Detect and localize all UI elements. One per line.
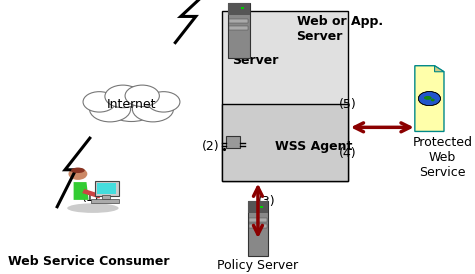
Ellipse shape — [89, 96, 131, 122]
Bar — [260, 206, 263, 208]
Text: WSS Agent: WSS Agent — [275, 140, 352, 153]
Text: (4): (4) — [339, 147, 357, 160]
Bar — [91, 199, 119, 203]
Text: Server: Server — [233, 54, 279, 67]
Text: (1): (1) — [82, 191, 100, 204]
Bar — [249, 218, 266, 221]
Bar — [221, 104, 348, 181]
Polygon shape — [415, 66, 444, 132]
Bar — [228, 3, 250, 15]
Bar — [102, 195, 110, 199]
Ellipse shape — [104, 87, 159, 121]
Ellipse shape — [133, 96, 173, 122]
Ellipse shape — [424, 96, 432, 100]
Text: Internet: Internet — [107, 98, 156, 110]
Ellipse shape — [83, 92, 115, 112]
Ellipse shape — [431, 99, 435, 101]
Circle shape — [68, 168, 87, 180]
Circle shape — [418, 92, 440, 106]
Text: (3): (3) — [258, 195, 276, 208]
Text: Policy Server: Policy Server — [218, 259, 298, 272]
Text: (2): (2) — [202, 140, 219, 153]
Ellipse shape — [105, 85, 141, 108]
Bar — [247, 201, 268, 213]
Ellipse shape — [147, 92, 180, 112]
Ellipse shape — [125, 85, 159, 107]
Bar — [95, 181, 119, 196]
Bar — [229, 26, 248, 30]
Polygon shape — [82, 189, 102, 199]
Text: (5): (5) — [339, 98, 357, 110]
Polygon shape — [435, 66, 444, 72]
Text: Web Service Consumer: Web Service Consumer — [8, 255, 170, 268]
Polygon shape — [74, 182, 89, 200]
Text: Protected
Web
Service: Protected Web Service — [412, 136, 472, 179]
Bar — [241, 7, 244, 9]
Text: Web or App.
Server: Web or App. Server — [296, 15, 383, 43]
Bar — [249, 224, 266, 228]
Bar — [221, 11, 348, 181]
Bar — [247, 201, 268, 256]
Bar — [229, 19, 248, 23]
Bar — [226, 136, 240, 148]
Bar — [228, 3, 250, 58]
Ellipse shape — [67, 203, 119, 213]
Bar — [97, 184, 115, 194]
Ellipse shape — [71, 168, 85, 173]
